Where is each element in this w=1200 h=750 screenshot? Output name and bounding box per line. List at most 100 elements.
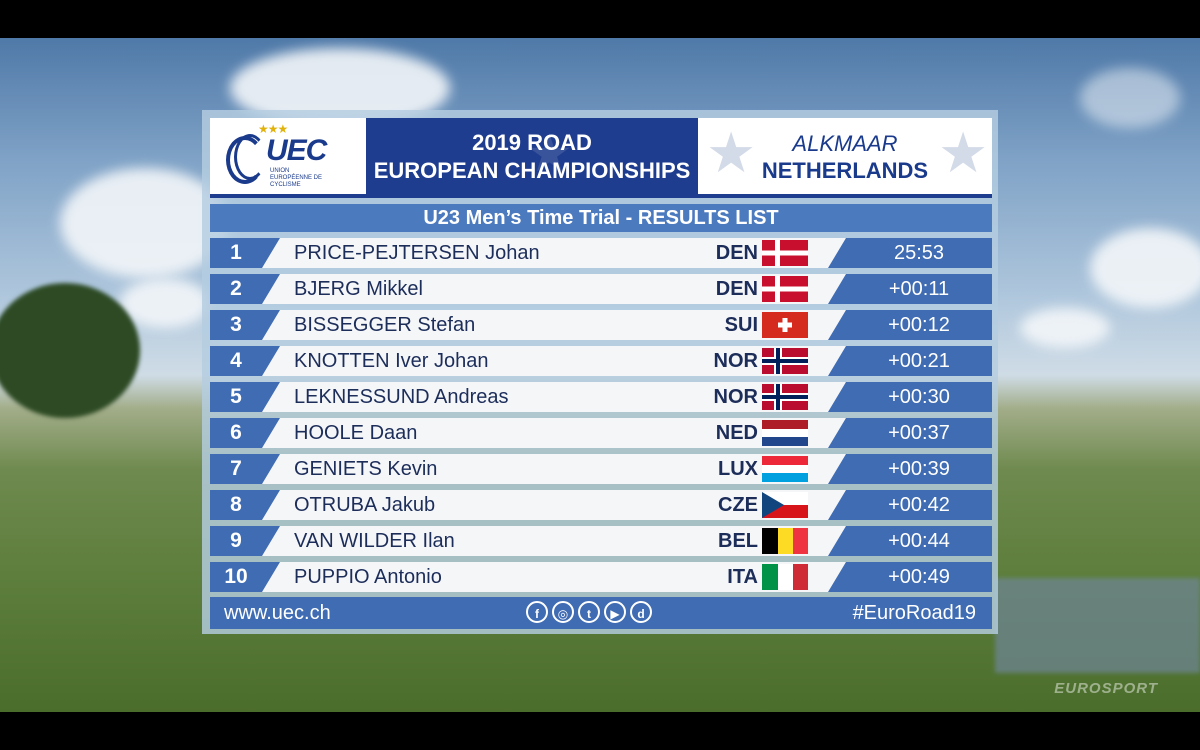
- board-header: ★★★ UEC UNION EUROPÉENNE DE CYCLISME ★ 2…: [210, 118, 992, 194]
- time-slant: [828, 382, 846, 412]
- results-board: ★★★ UEC UNION EUROPÉENNE DE CYCLISME ★ 2…: [202, 110, 998, 634]
- tree: [0, 283, 140, 418]
- nation-code: BEL: [718, 530, 758, 552]
- finish-time: +00:21: [846, 346, 992, 376]
- rider-name: KNOTTEN Iver Johan: [294, 350, 489, 372]
- finish-time: 25:53: [846, 238, 992, 268]
- dailymotion-icon: d: [630, 601, 652, 623]
- rank: 5: [210, 382, 262, 412]
- rank: 10: [210, 562, 262, 592]
- venue-box: ★ ★ ALKMAAR NETHERLANDS: [698, 118, 992, 194]
- finish-time: +00:11: [846, 274, 992, 304]
- nation-code: NED: [715, 422, 758, 444]
- denmark-flag-icon: [762, 276, 808, 302]
- rank: 1: [210, 238, 262, 268]
- star-decoration-icon: ★: [526, 125, 573, 183]
- finish-time: +00:49: [846, 562, 992, 592]
- rank-slant: [262, 454, 280, 484]
- time-slant: [828, 526, 846, 556]
- result-row: 5 LEKNESSUND Andreas NOR +00:30: [210, 382, 992, 412]
- nation-code: LUX: [718, 458, 758, 480]
- rider-name: HOOLE Daan: [294, 422, 418, 444]
- rider-name: PRICE-PEJTERSEN Johan: [294, 242, 540, 264]
- rider-name: VAN WILDER Ilan: [294, 530, 455, 552]
- result-row: 6 HOOLE Daan NED +00:37: [210, 418, 992, 448]
- logo-subtitle: UNION EUROPÉENNE DE CYCLISME: [270, 168, 323, 188]
- rider-name: LEKNESSUND Andreas: [294, 386, 509, 408]
- time-slant: [828, 346, 846, 376]
- time-slant: [828, 310, 846, 340]
- italy-flag-icon: [762, 564, 808, 590]
- broadcaster-watermark: EUROSPORT: [1054, 680, 1158, 697]
- facebook-icon: f: [526, 601, 548, 623]
- rank-slant: [262, 562, 280, 592]
- cloud: [1080, 68, 1180, 128]
- rank: 9: [210, 526, 262, 556]
- netherlands-flag-icon: [762, 420, 808, 446]
- uec-logo: ★★★ UEC UNION EUROPÉENNE DE CYCLISME: [210, 118, 366, 194]
- star-decoration-icon: ★: [706, 121, 757, 184]
- result-row: 7 GENIETS Kevin LUX +00:39: [210, 454, 992, 484]
- rank-slant: [262, 238, 280, 268]
- result-row: 4 KNOTTEN Iver Johan NOR +00:21: [210, 346, 992, 376]
- cloud: [1020, 308, 1110, 348]
- result-row: 9 VAN WILDER Ilan BEL +00:44: [210, 526, 992, 556]
- event-title: ★ 2019 ROAD EUROPEAN CHAMPIONSHIPS: [366, 118, 698, 194]
- rider-name: OTRUBA Jakub: [294, 494, 436, 516]
- twitter-icon: t: [578, 601, 600, 623]
- luxembourg-flag-icon: [762, 456, 808, 482]
- nation-code: DEN: [715, 242, 758, 264]
- rank-slant: [262, 526, 280, 556]
- nation-code: ITA: [727, 566, 758, 588]
- rank-slant: [262, 418, 280, 448]
- time-slant: [828, 418, 846, 448]
- rank: 3: [210, 310, 262, 340]
- result-row: 8 OTRUBA Jakub CZE +00:42: [210, 490, 992, 520]
- finish-time: +00:37: [846, 418, 992, 448]
- finish-time: +00:42: [846, 490, 992, 520]
- norway-flag-icon: [762, 348, 808, 374]
- rider-name: GENIETS Kevin: [294, 458, 438, 480]
- rider-name: PUPPIO Antonio: [294, 566, 442, 588]
- social-icons: f ◎ t ▶ d: [526, 601, 652, 625]
- rider-name: BJERG Mikkel: [294, 278, 423, 300]
- result-row: 1 PRICE-PEJTERSEN Johan DEN 25:53: [210, 238, 992, 268]
- star-decoration-icon: ★: [938, 121, 989, 184]
- nation-code: CZE: [718, 494, 758, 516]
- website-link: www.uec.ch: [224, 602, 331, 624]
- time-slant: [828, 454, 846, 484]
- nation-code: SUI: [724, 314, 758, 336]
- nation-code: NOR: [713, 350, 758, 372]
- venue-country: NETHERLANDS: [761, 158, 929, 183]
- norway-flag-icon: [762, 384, 808, 410]
- time-slant: [828, 238, 846, 268]
- result-row: 10 PUPPIO Antonio ITA +00:49: [210, 562, 992, 592]
- rank: 8: [210, 490, 262, 520]
- belgium-flag-icon: [762, 528, 808, 554]
- time-slant: [828, 490, 846, 520]
- nation-code: DEN: [715, 278, 758, 300]
- finish-time: +00:44: [846, 526, 992, 556]
- result-row: 2 BJERG Mikkel DEN +00:11: [210, 274, 992, 304]
- rank-slant: [262, 274, 280, 304]
- nation-code: NOR: [713, 386, 758, 408]
- event-title-line1: 2019 ROAD: [472, 130, 592, 155]
- result-row: 3 BISSEGGER Stefan SUI +00:12: [210, 310, 992, 340]
- czech-flag-icon: [762, 492, 808, 518]
- rank-slant: [262, 490, 280, 520]
- board-footer: www.uec.ch f ◎ t ▶ d #EuroRoad19: [210, 597, 992, 629]
- canal-water: [995, 578, 1200, 673]
- logo-wordmark: UEC: [266, 134, 327, 167]
- rider-name: BISSEGGER Stefan: [294, 314, 476, 336]
- finish-time: +00:12: [846, 310, 992, 340]
- rank: 7: [210, 454, 262, 484]
- time-slant: [828, 274, 846, 304]
- rank: 6: [210, 418, 262, 448]
- rank-slant: [262, 346, 280, 376]
- race-subtitle: U23 Men’s Time Trial - RESULTS LIST: [210, 204, 992, 232]
- cloud: [1090, 228, 1200, 308]
- rank: 4: [210, 346, 262, 376]
- logo-rings: [234, 134, 266, 180]
- time-slant: [828, 562, 846, 592]
- finish-time: +00:30: [846, 382, 992, 412]
